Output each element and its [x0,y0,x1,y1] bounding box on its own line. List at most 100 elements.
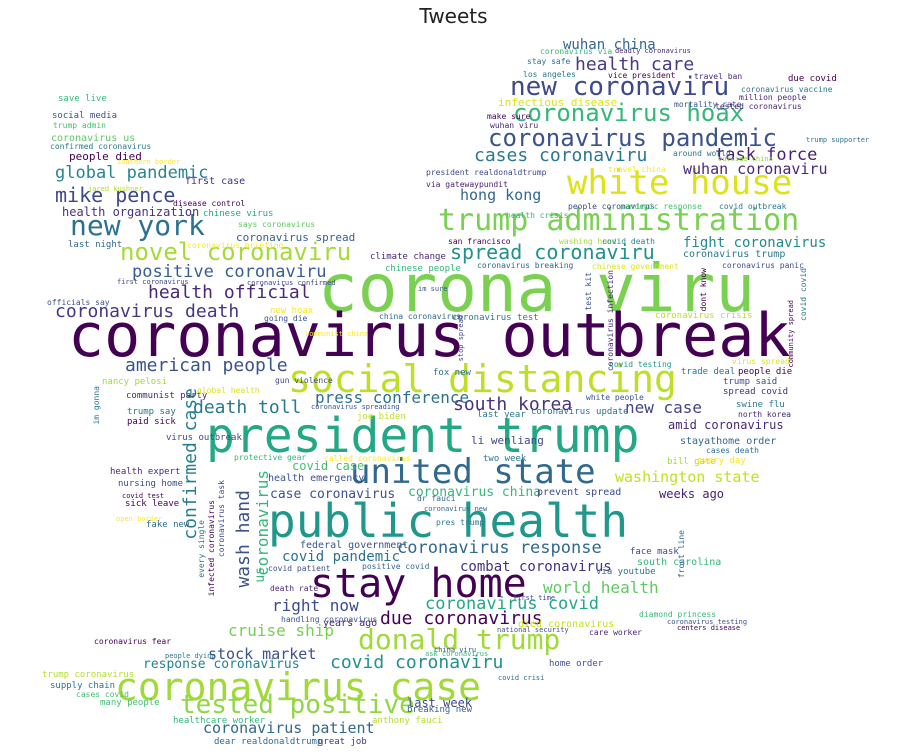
cloud-word: nursing home [118,479,184,489]
cloud-word: positive covid [362,562,430,571]
cloud-word: president trump [206,408,640,464]
cloud-word: protective gear [234,453,307,462]
cloud-word: spread covid [723,387,789,397]
cloud-word: prevent spread [537,487,622,498]
cloud-word: donald trump [358,623,561,656]
cloud-word: covid crisi [498,674,545,682]
cloud-word: covid pandemic [282,549,401,565]
cloud-word: nancy pelosi [102,377,168,387]
cloud-word: stayathome order [680,436,777,447]
cloud-word: people dying [165,652,216,660]
cloud-word: million people [739,93,807,102]
cloud-word: dear realdonaldtrump [214,737,323,747]
cloud-word: coronavirus pandemic [488,124,777,152]
cloud-word: health official [148,282,311,303]
chart-title: Tweets [419,4,488,28]
cloud-word: covid covid [799,268,808,321]
cloud-word: first case [185,176,246,187]
cloud-word: social media [52,111,118,121]
cloud-word: weeks ago [659,487,725,501]
cloud-word: people die [738,367,793,377]
cloud-word: wuhan viru [490,121,539,130]
cloud-word: every single [197,520,206,578]
cloud-word: many people [100,698,160,708]
cloud-word: via youtube [596,567,656,577]
cloud-word: coronavirus outbreak [68,301,791,371]
cloud-word: wuhan coronaviru [683,160,828,178]
cloud-word: trump coronavirus [42,670,135,680]
cloud-word: via gatewaypundit [426,180,508,189]
cloud-word: test kit [584,272,593,311]
cloud-word: trump administration [438,203,800,238]
cloud-word: south korea [453,394,573,415]
cloud-word: global pandemic [55,163,209,183]
cloud-word: wuhan china [563,37,656,53]
cloud-word: says coronavirus [238,220,316,229]
cloud-word: combat coronavirus [460,559,612,575]
cloud-word: dont know [699,268,708,312]
cloud-word: mike pence [55,183,176,207]
cloud-word: death rate [270,584,319,593]
cloud-word: confirmed case [180,388,201,540]
cloud-word: trump supporter [806,136,870,144]
cloud-word: gun violence [275,376,333,385]
cloud-word: federal government [300,540,409,551]
cloud-word: breaking new [407,705,473,715]
cloud-word: home order [549,659,604,669]
cloud-word: coronavirus fear [94,637,172,646]
cloud-word: coronavirus briefing [187,241,284,250]
cloud-word: vice president [608,71,676,80]
cloud-word: care worker [589,628,642,637]
cloud-word: trade deal [681,367,736,377]
cloud-word: positive coronaviru [132,262,327,282]
cloud-word: health organization [62,205,200,219]
cloud-word: new hoax [270,306,314,316]
cloud-word: health crisis [506,211,569,220]
cloud-word: healthcare worker [173,716,266,726]
cloud-word: trump say [127,407,176,417]
cloud-word: president realdonaldtrump [426,168,547,177]
cloud-word: swine flu [736,400,785,410]
cloud-word: cases covid [76,690,129,699]
cloud-word: coronavirus infection [606,270,615,372]
cloud-word: coronavirus testing [667,618,748,626]
cloud-word: deadly coronavirus [615,47,691,55]
cloud-word: coronavirus case [115,665,482,709]
cloud-word: community spread [787,300,795,368]
cloud-word: china coronavirus [379,312,461,321]
cloud-word: cases coronaviru [474,145,648,166]
cloud-word: cases death [706,446,759,455]
cloud-word: press conference [315,388,470,407]
cloud-word: us [253,567,268,583]
cloud-word: communist china [305,330,369,338]
cloud-word: right now [272,596,359,615]
cloud-word: people died [69,150,142,163]
cloud-word: travel ban [694,72,743,81]
cloud-word: centers disease [677,624,741,632]
cloud-word: trump admin [53,121,106,130]
cloud-word: public health [268,494,629,548]
cloud-word: people coronavirus [568,202,655,211]
cloud-word: sick leave [125,499,180,509]
cloud-word: im sure [418,285,448,293]
cloud-word: tested coronavirus [715,102,802,111]
cloud-word: infectious disease [498,96,618,109]
cloud-word: virus outbreak [166,433,242,443]
cloud-word: communist party [126,391,208,401]
cloud-word: disease control [173,199,246,208]
cloud-word: face mask [630,547,679,557]
cloud-word: first time [513,594,556,602]
cloud-word: coronavirus vaccine [741,85,833,94]
cloud-word: supply chain [50,681,116,691]
cloud-word: social distancing [288,357,677,401]
cloud-word: novel coronaviru [120,238,352,266]
cloud-word: front line [677,530,686,579]
cloud-word: world health [543,578,659,597]
cloud-word: anthony fauci [372,716,443,726]
cloud-word: trump said [723,377,778,387]
cloud-word: pres trump [436,518,485,527]
cloud-word: health care [575,54,695,75]
cloud-word: coronavirus spread [236,231,356,244]
cloud-word: travel china [608,165,666,174]
cloud-word: make sure [487,112,531,121]
